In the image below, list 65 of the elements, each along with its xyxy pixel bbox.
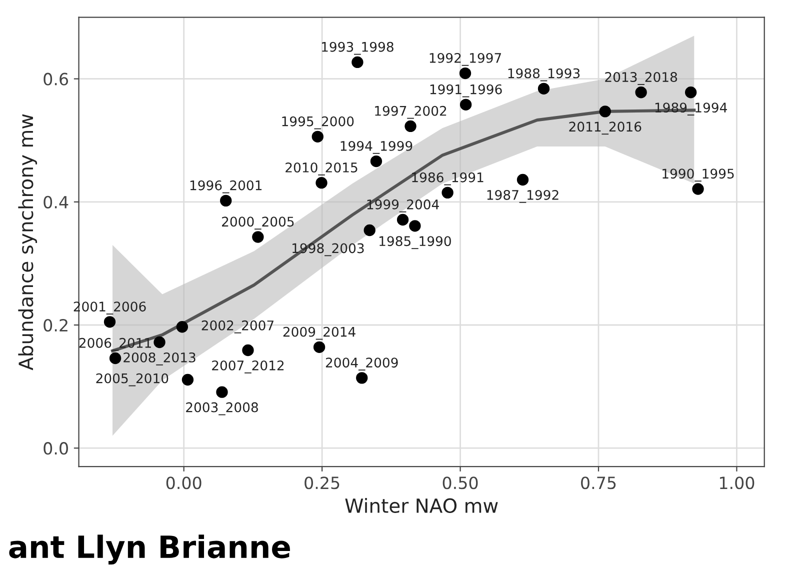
annotation: 1996_2001	[190, 180, 262, 194]
point	[252, 231, 264, 243]
point	[692, 183, 704, 195]
annotation: 1985_1990	[380, 236, 451, 250]
point	[216, 386, 228, 398]
text: ant Llyn Brianne	[9, 534, 290, 564]
point	[242, 344, 254, 356]
point	[176, 321, 188, 333]
point	[599, 106, 611, 118]
annotation: 1997_2002	[375, 106, 446, 119]
point	[352, 56, 364, 68]
point	[109, 352, 122, 364]
point	[220, 194, 232, 207]
point	[364, 224, 376, 236]
annotation: 1999_2004	[367, 199, 439, 212]
x-axis-title: Winter NAO mw	[345, 498, 498, 514]
point	[442, 186, 454, 199]
annotation: 1991_1996	[430, 84, 502, 98]
point	[356, 372, 368, 384]
annotation: 1992_1997	[430, 52, 502, 66]
x-tick-label: 0.00	[166, 476, 202, 490]
annotation: 1987_1992	[487, 190, 558, 203]
annotation: 2005_2010	[96, 373, 168, 386]
annotation: 1993_1998	[322, 42, 394, 55]
point	[459, 67, 472, 80]
y-axis-title: Abundance synchrony mw	[18, 114, 38, 370]
point	[316, 176, 328, 189]
point	[404, 120, 416, 132]
annotation: 2003_2008	[186, 402, 258, 416]
point	[396, 214, 409, 226]
point	[409, 220, 421, 232]
y-tick-label: 0.4	[44, 196, 68, 208]
x-tick-label: 1.00	[720, 476, 754, 490]
x-tick-label: 0.75	[581, 476, 616, 490]
point	[312, 130, 324, 143]
annotation: 2009_2014	[283, 326, 356, 340]
annotation: 2000_2005	[222, 216, 294, 230]
point	[516, 174, 529, 186]
annotation: 2008_2013	[124, 352, 196, 366]
point	[635, 86, 647, 98]
point	[538, 82, 550, 95]
annotation: 2002_2007	[202, 320, 274, 334]
annotation: 2010_2015	[286, 162, 358, 176]
point	[182, 374, 194, 386]
annotation: 1994_1999	[340, 140, 412, 154]
x-tick-label: 0.25	[304, 476, 340, 490]
annotation: 2013_2018	[605, 72, 678, 85]
point	[154, 336, 166, 348]
annotation: 2004_2009	[326, 358, 398, 370]
annotation: 1986_1991	[412, 172, 484, 186]
annotation: 1990_1995	[662, 168, 734, 182]
x-tick-label: 0.50	[442, 476, 478, 490]
annotation: 1988_1993	[508, 68, 580, 82]
annotation: 1989_1994	[655, 102, 727, 116]
annotation: 1995_2000	[282, 116, 354, 130]
y-tick-label: 0.0	[44, 442, 68, 455]
y-tick-label: 0.2	[44, 318, 68, 332]
annotation: 2011_2016	[569, 122, 642, 135]
point	[104, 316, 116, 328]
annotation: 2007_2012	[212, 360, 284, 374]
point	[460, 98, 472, 111]
point	[370, 155, 382, 168]
point	[684, 86, 697, 98]
point	[313, 341, 326, 354]
y-tick-label: 0.6	[44, 72, 68, 86]
